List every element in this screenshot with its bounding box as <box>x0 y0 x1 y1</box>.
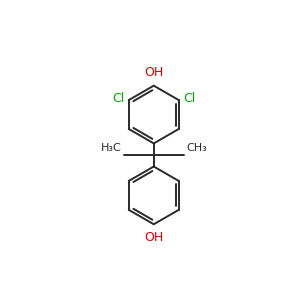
Text: OH: OH <box>144 231 164 244</box>
Text: CH₃: CH₃ <box>186 143 207 153</box>
Text: OH: OH <box>144 66 164 79</box>
Text: H₃C: H₃C <box>101 143 122 153</box>
Text: Cl: Cl <box>112 92 124 105</box>
Text: Cl: Cl <box>183 92 195 105</box>
